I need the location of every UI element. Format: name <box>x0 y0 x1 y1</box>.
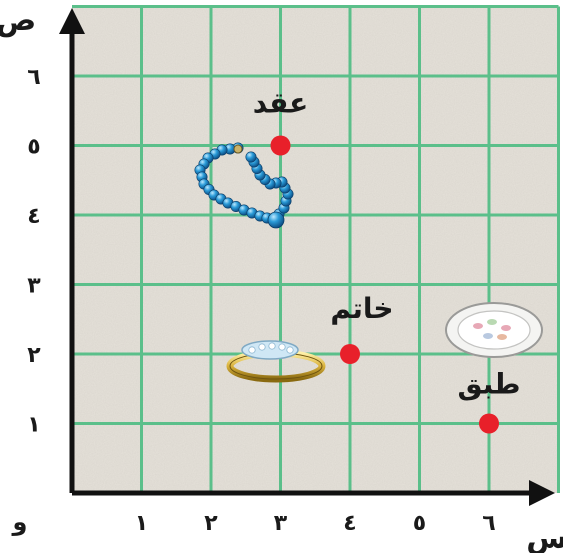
data-point <box>340 344 360 364</box>
axes <box>59 8 555 506</box>
plate-flower <box>487 319 497 325</box>
ring-gem <box>248 346 256 354</box>
y-tick-label: ٢ <box>27 343 41 368</box>
ring-gem <box>258 343 266 351</box>
x-tick-label: ٥ <box>413 511 426 536</box>
plate-flower <box>473 323 483 329</box>
necklace-pendant <box>267 211 285 229</box>
ring-icon <box>226 340 326 383</box>
x-tick-label: ٦ <box>482 511 495 536</box>
plate-flower <box>497 334 507 340</box>
tick-labels: ١ ٢ ٣ ٤ ٥ ٦ ١ ٢ ٣ ٤ ٥ ٦ <box>27 65 495 536</box>
y-tick-label: ٥ <box>27 135 40 160</box>
necklace-clasp <box>233 144 243 154</box>
data-point <box>270 135 291 156</box>
x-axis-label: س <box>526 521 563 553</box>
data-points: عقد خاتم طبق <box>253 87 521 434</box>
y-tick-label: ١ <box>27 413 40 438</box>
data-point-label: عقد <box>253 87 308 120</box>
data-point-label: طبق <box>457 368 520 401</box>
y-tick-label: ٦ <box>27 65 40 90</box>
data-point-label: خاتم <box>330 292 393 325</box>
ring-gem <box>286 346 294 354</box>
y-tick-label: ٤ <box>27 204 40 229</box>
data-point <box>479 413 499 434</box>
plate-flower <box>501 325 511 331</box>
x-axis-arrow-icon <box>529 480 555 506</box>
x-tick-label: ٣ <box>274 511 288 536</box>
plate-flower <box>483 333 493 339</box>
y-axis-arrow-icon <box>59 8 85 34</box>
plot-texture <box>72 6 559 493</box>
x-tick-label: ٢ <box>204 511 218 536</box>
necklace-icon <box>194 142 294 229</box>
y-axis-label: ص <box>0 3 36 38</box>
y-tick-label: ٣ <box>27 274 41 299</box>
necklace-bead <box>245 151 257 163</box>
ring-gem <box>268 342 276 350</box>
origin-label: و <box>12 508 28 536</box>
plate-icon <box>445 302 543 358</box>
x-tick-label: ٤ <box>343 511 356 536</box>
grid <box>72 5 560 493</box>
x-tick-label: ١ <box>135 511 148 536</box>
plate-center <box>457 310 531 350</box>
ring-gem <box>278 343 286 351</box>
